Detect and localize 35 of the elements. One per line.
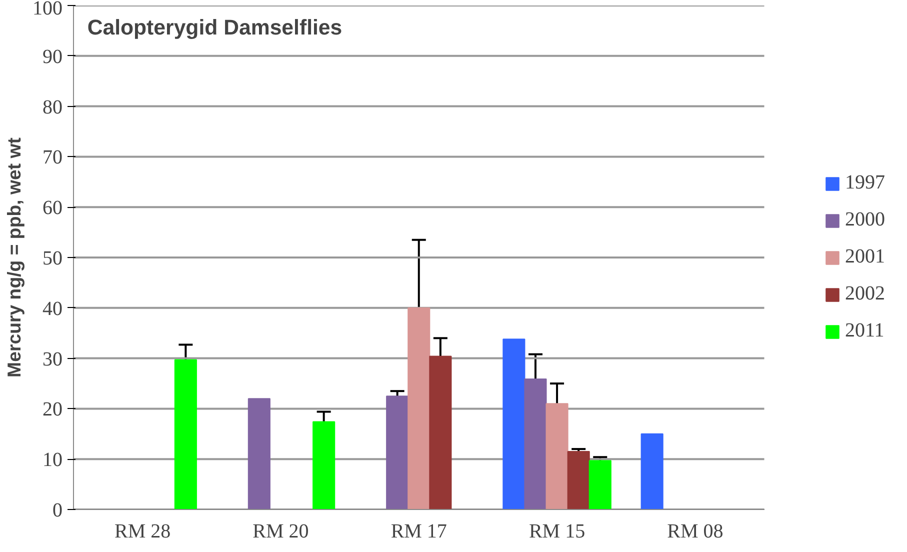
bar xyxy=(546,403,568,510)
bar xyxy=(408,307,430,510)
y-tick-label: 100 xyxy=(32,0,62,20)
x-tick-label: RM 20 xyxy=(252,520,309,542)
y-tick-label: 30 xyxy=(42,348,62,370)
legend-label: 2001 xyxy=(845,246,885,268)
y-tick-label: 40 xyxy=(42,298,62,320)
legend-label: 1997 xyxy=(845,172,885,194)
legend-label: 2002 xyxy=(845,282,885,306)
y-tick-label: 80 xyxy=(42,96,62,118)
y-tick-label: 70 xyxy=(42,146,62,169)
bar xyxy=(640,433,664,510)
y-tick-label: 90 xyxy=(42,46,62,68)
y-tick-label: 60 xyxy=(42,197,62,220)
legend-label: 2011 xyxy=(845,320,884,342)
bar xyxy=(524,378,547,510)
y-tick-label: 20 xyxy=(42,398,62,421)
bar xyxy=(312,421,336,510)
text: Calopterygid Damselflies xyxy=(87,16,342,40)
x-tick-label: RM 15 xyxy=(528,520,586,542)
bar xyxy=(386,396,409,510)
bar xyxy=(567,451,590,510)
bar xyxy=(588,460,612,510)
x-tick-label: RM 17 xyxy=(390,520,447,542)
x-tick-label: RM 28 xyxy=(114,520,171,542)
y-tick-label: 10 xyxy=(42,449,62,472)
bar xyxy=(502,338,526,510)
y-axis-title: Mercury ng/g = ppb, wet wt xyxy=(4,138,24,378)
y-tick-label: 0 xyxy=(52,500,62,522)
x-tick-label: RM 08 xyxy=(667,520,724,542)
bar xyxy=(174,359,197,510)
bar xyxy=(248,398,270,510)
bar xyxy=(429,356,452,510)
legend-label: 2000 xyxy=(845,208,885,232)
y-tick-label: 50 xyxy=(42,248,62,270)
